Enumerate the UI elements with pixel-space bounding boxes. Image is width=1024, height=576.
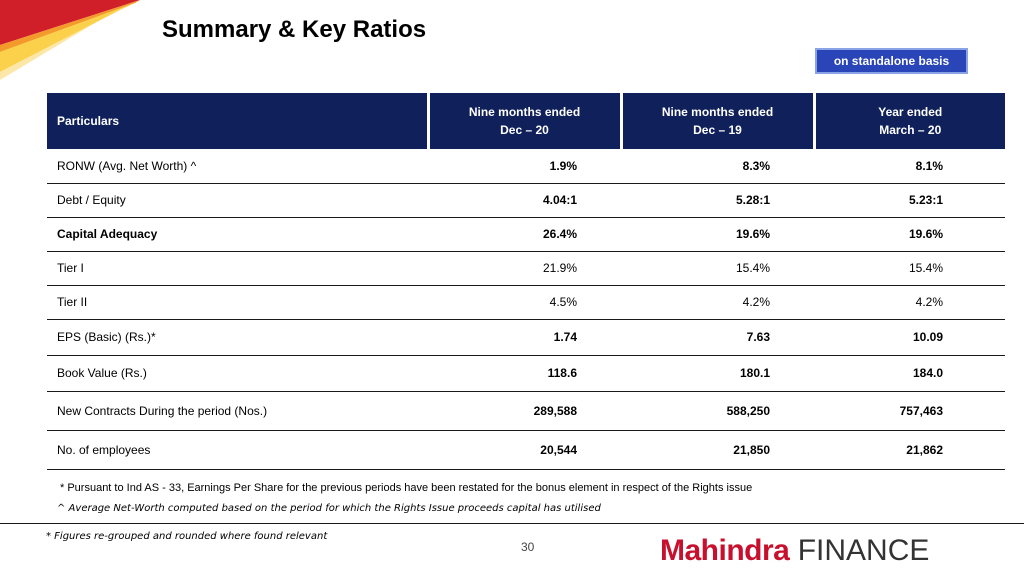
table-row: RONW (Avg. Net Worth) ^ 1.9% 8.3% 8.1% — [47, 149, 1005, 184]
cell-value: 26.4% — [428, 217, 621, 252]
row-label: New Contracts During the period (Nos.) — [47, 391, 428, 431]
cell-value: 5.28:1 — [621, 183, 814, 218]
cell-value: 1.9% — [428, 149, 621, 184]
cell-value: 19.6% — [621, 217, 814, 252]
table-row: Capital Adequacy 26.4% 19.6% 19.6% — [47, 217, 1005, 252]
cell-value: 5.23:1 — [814, 183, 1005, 218]
cell-value: 4.2% — [814, 285, 1005, 320]
row-label: No. of employees — [47, 430, 428, 470]
cell-value: 8.3% — [621, 149, 814, 184]
cell-value: 7.63 — [621, 319, 814, 356]
row-label: Capital Adequacy — [47, 217, 428, 252]
cell-value: 289,588 — [428, 391, 621, 431]
ratios-table: Particulars Nine months ended Dec – 20 N… — [47, 93, 1005, 470]
column-header-particulars: Particulars — [47, 93, 428, 149]
table-row: Tier II 4.5% 4.2% 4.2% — [47, 285, 1005, 320]
cell-value: 19.6% — [814, 217, 1005, 252]
column-header-dec20: Nine months ended Dec – 20 — [426, 93, 621, 149]
cell-value: 10.09 — [814, 319, 1005, 356]
row-label: Tier II — [47, 285, 428, 320]
row-label: Tier I — [47, 251, 428, 286]
column-header-march20: Year ended March – 20 — [812, 93, 1005, 149]
table-row: New Contracts During the period (Nos.) 2… — [47, 391, 1005, 431]
cell-value: 21.9% — [428, 251, 621, 286]
table-header-row: Particulars Nine months ended Dec – 20 N… — [47, 93, 1005, 149]
page-number: 30 — [521, 540, 535, 554]
logo-brand: Mahindra — [660, 534, 790, 567]
regrouped-footnote: * Figures re-grouped and rounded where f… — [46, 531, 328, 542]
table-row: EPS (Basic) (Rs.)* 1.74 7.63 10.09 — [47, 319, 1005, 356]
table-row: Book Value (Rs.) 118.6 180.1 184.0 — [47, 355, 1005, 392]
cell-value: 20,544 — [428, 430, 621, 470]
table-row: No. of employees 20,544 21,850 21,862 — [47, 430, 1005, 470]
cell-value: 4.5% — [428, 285, 621, 320]
standalone-basis-badge: on standalone basis — [815, 48, 968, 74]
eps-footnote: * Pursuant to Ind AS - 33, Earnings Per … — [60, 482, 753, 494]
logo-suffix: FINANCE — [797, 534, 930, 567]
cell-value: 4.04:1 — [428, 183, 621, 218]
cell-value: 588,250 — [621, 391, 814, 431]
row-label: RONW (Avg. Net Worth) ^ — [47, 149, 428, 184]
column-header-dec19: Nine months ended Dec – 19 — [619, 93, 814, 149]
row-label: EPS (Basic) (Rs.)* — [47, 319, 428, 356]
cell-value: 184.0 — [814, 355, 1005, 392]
cell-value: 15.4% — [621, 251, 814, 286]
page-title: Summary & Key Ratios — [162, 16, 427, 43]
ronw-footnote: ^ Average Net-Worth computed based on th… — [57, 503, 601, 514]
cell-value: 180.1 — [621, 355, 814, 392]
mahindra-finance-logo: Mahindra FINANCE — [660, 534, 929, 568]
cell-value: 118.6 — [428, 355, 621, 392]
corner-decoration — [0, 0, 140, 80]
cell-value: 21,850 — [621, 430, 814, 470]
table-row: Debt / Equity 4.04:1 5.28:1 5.23:1 — [47, 183, 1005, 218]
cell-value: 4.2% — [621, 285, 814, 320]
cell-value: 15.4% — [814, 251, 1005, 286]
table-row: Tier I 21.9% 15.4% 15.4% — [47, 251, 1005, 286]
cell-value: 757,463 — [814, 391, 1005, 431]
cell-value: 21,862 — [814, 430, 1005, 470]
cell-value: 1.74 — [428, 319, 621, 356]
row-label: Debt / Equity — [47, 183, 428, 218]
footer-divider — [0, 523, 1024, 524]
cell-value: 8.1% — [814, 149, 1005, 184]
row-label: Book Value (Rs.) — [47, 355, 428, 392]
